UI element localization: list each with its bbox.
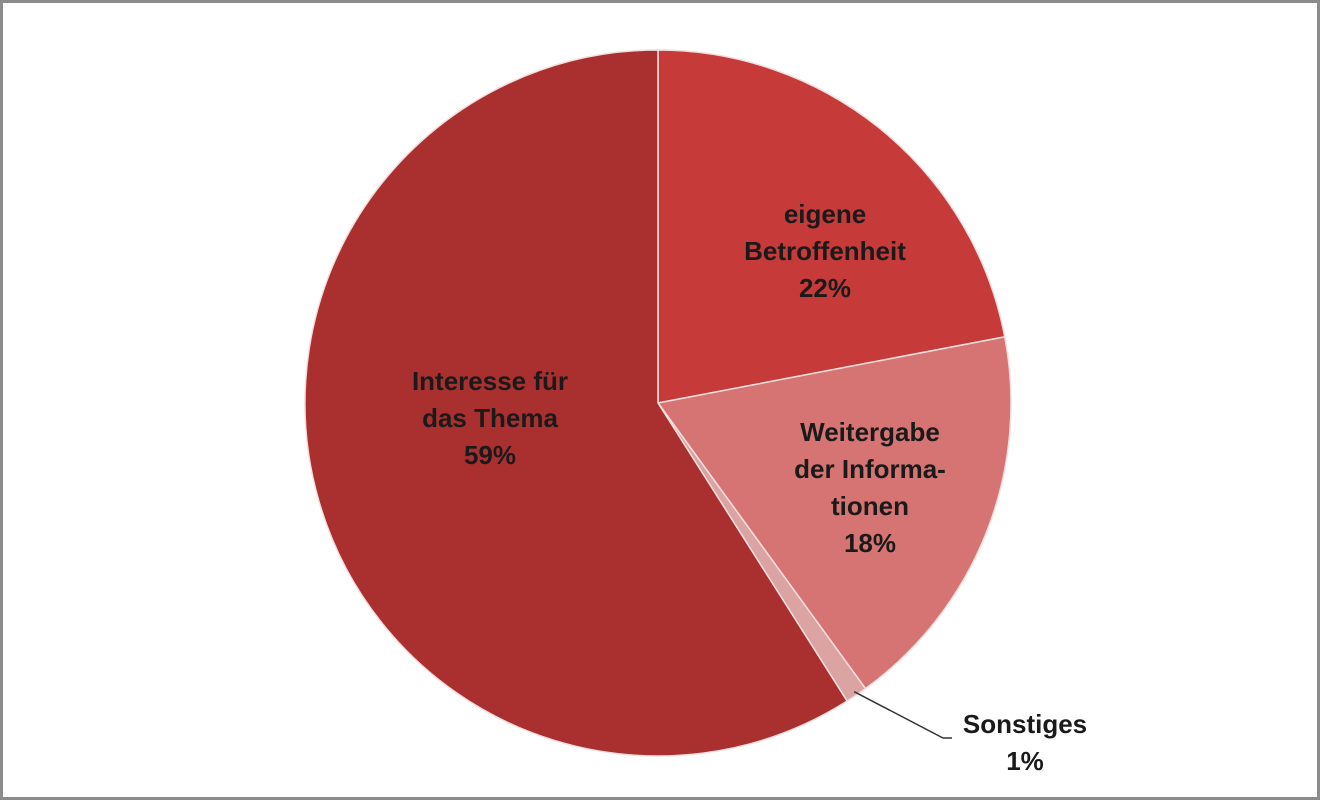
pie-slice bbox=[304, 49, 849, 757]
pie-slice bbox=[657, 49, 1006, 404]
slice-label: tionen bbox=[831, 491, 909, 521]
value-label: 1% bbox=[1006, 746, 1044, 776]
slice-label: Interesse für bbox=[412, 366, 568, 396]
slice-label: Sonstiges bbox=[963, 709, 1087, 739]
slice-label: Betroffenheit bbox=[744, 236, 906, 266]
slice-label: der Informa- bbox=[794, 454, 946, 484]
value-label: 22% bbox=[799, 273, 851, 303]
value-label: 18% bbox=[844, 528, 896, 558]
slice-label: eigene bbox=[784, 199, 866, 229]
value-label: 59% bbox=[464, 440, 516, 470]
pie-slice bbox=[656, 335, 1012, 690]
slice-label: Weitergabe bbox=[800, 417, 940, 447]
slice-label: das Thema bbox=[422, 403, 558, 433]
leader-line bbox=[853, 690, 952, 739]
